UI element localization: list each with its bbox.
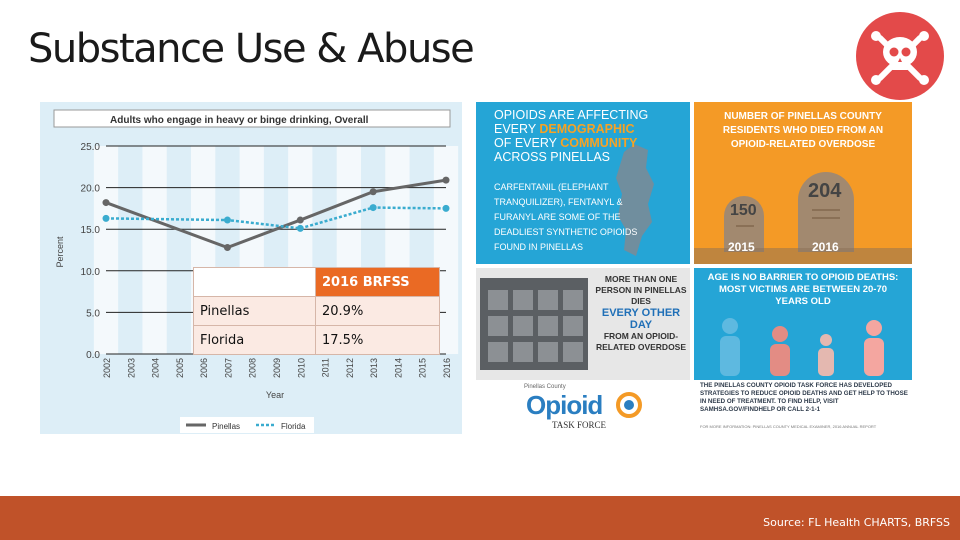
source-bar: Source: FL Health CHARTS, BRFSS <box>0 496 960 540</box>
y-tick-label: 25.0 <box>81 142 101 153</box>
skull-crossbones-icon <box>856 12 944 100</box>
x-tick-label: 2002 <box>102 358 112 378</box>
synthetic-opioids-text: CARFENTANIL (ELEPHANT TRANQUILIZER), FEN… <box>494 182 638 252</box>
calendar-cell <box>488 316 508 336</box>
source-citation: Source: FL Health CHARTS, BRFSS <box>763 516 950 529</box>
demographic-headline: OPIOIDS ARE AFFECTING EVERY DEMOGRAPHIC … <box>494 108 684 164</box>
x-tick-label: 2013 <box>369 358 379 378</box>
deaths-2015-value: 150 <box>730 202 757 219</box>
every-other-day-highlight: EVERY OTHER DAY <box>601 307 681 331</box>
every-other-day-line-1: MORE THAN ONE PERSON IN PINELLAS DIES <box>595 274 687 306</box>
x-tick-label: 2009 <box>272 358 282 378</box>
data-point-florida <box>369 204 377 212</box>
task-force-label: TASK FORCE <box>552 420 607 430</box>
calendar-cell <box>513 290 533 310</box>
calendar-cell <box>538 316 558 336</box>
data-point-florida <box>442 204 450 212</box>
table-row: Pinellas 20.9% <box>193 296 440 326</box>
task-force-footer: Pinellas County Opioid TASK FORCE THE PI… <box>476 382 912 434</box>
headline-line-3: OF EVERY COMMUNITY <box>494 136 638 150</box>
grid-band <box>142 146 167 354</box>
series-line-florida <box>105 206 447 230</box>
age-headline: AGE IS NO BARRIER TO OPIOID DEATHS: MOST… <box>707 272 899 307</box>
brfss-region: Florida <box>193 325 316 355</box>
data-point-pinellas <box>223 244 231 252</box>
calendar-cell <box>513 342 533 362</box>
every-other-day-line-2: FROM AN OPIOID-RELATED OVERDOSE <box>595 331 687 352</box>
calendar-cell <box>488 342 508 362</box>
legend-florida-label: Florida <box>281 422 306 431</box>
x-tick-label: 2005 <box>175 358 185 378</box>
x-tick-label: 2015 <box>418 358 428 378</box>
data-point-florida <box>102 214 110 222</box>
data-point-pinellas <box>369 188 377 196</box>
brfss-table-header: 2016 BRFSS <box>193 267 440 297</box>
calendar-cell <box>563 290 583 310</box>
headline-line-2: EVERY DEMOGRAPHIC <box>494 122 635 136</box>
calendar-icon <box>480 278 588 370</box>
legend-pinellas-label: Pinellas <box>212 422 240 431</box>
every-other-day-text: MORE THAN ONE PERSON IN PINELLAS DIES EV… <box>592 274 690 353</box>
table-row: Florida 17.5% <box>193 325 440 355</box>
x-axis-label: Year <box>266 390 284 400</box>
task-force-text: THE PINELLAS COUNTY OPIOID TASK FORCE HA… <box>700 382 908 413</box>
x-tick-label: 2008 <box>248 358 258 378</box>
y-tick-label: 10.0 <box>81 267 101 278</box>
x-tick-label: 2012 <box>345 358 355 378</box>
data-point-pinellas <box>442 176 450 184</box>
calendar-cell <box>513 316 533 336</box>
opioid-logo-word: Opioid <box>526 390 603 420</box>
y-tick-label: 0.0 <box>86 350 100 361</box>
chart-title-box <box>53 109 451 128</box>
demographic-tile: OPIOIDS ARE AFFECTING EVERY DEMOGRAPHIC … <box>476 102 690 264</box>
y-axis-label: Percent <box>55 236 65 268</box>
x-tick-label: 2004 <box>151 358 161 378</box>
y-tick-label: 5.0 <box>86 308 100 319</box>
data-point-florida <box>223 216 231 224</box>
y-tick-label: 15.0 <box>81 225 101 236</box>
brfss-value: 20.9% <box>315 296 440 326</box>
calendar-cell <box>538 342 558 362</box>
brfss-region: Pinellas <box>193 296 316 326</box>
headline-line-1: OPIOIDS ARE AFFECTING <box>494 108 649 122</box>
task-force-fine-print: FOR MORE INFORMATION: PINELLAS COUNTY ME… <box>700 424 877 429</box>
x-tick-label: 2007 <box>223 358 233 378</box>
county-label: Pinellas County <box>524 384 566 390</box>
every-other-day-tile: MORE THAN ONE PERSON IN PINELLAS DIES EV… <box>476 268 690 380</box>
age-tile: AGE IS NO BARRIER TO OPIOID DEATHS: MOST… <box>694 268 912 380</box>
legend-box <box>180 417 314 433</box>
x-tick-label: 2010 <box>296 358 306 378</box>
headline-line-4: ACROSS PINELLAS <box>494 150 611 164</box>
x-tick-label: 2006 <box>199 358 209 378</box>
pinellas-map-icon <box>616 144 654 256</box>
chart-title: Adults who engage in heavy or binge drin… <box>110 115 369 126</box>
tombstones-icon <box>694 172 912 264</box>
opioid-logo-icon <box>616 392 642 418</box>
x-tick-label: 2014 <box>393 358 403 378</box>
year-2016-label: 2016 <box>812 240 839 254</box>
brfss-header-year: 2016 BRFSS <box>315 267 440 297</box>
y-tick-label: 20.0 <box>81 184 101 195</box>
data-point-pinellas <box>296 216 304 224</box>
calendar-cell <box>538 290 558 310</box>
x-tick-label: 2016 <box>442 358 452 378</box>
data-point-pinellas <box>102 199 110 207</box>
x-tick-label: 2003 <box>126 358 136 378</box>
people-figures-icon <box>720 318 884 376</box>
brfss-table: 2016 BRFSS Pinellas 20.9% Florida 17.5% <box>193 267 440 355</box>
opioid-infographic: OPIOIDS ARE AFFECTING EVERY DEMOGRAPHIC … <box>476 102 912 434</box>
grid-band <box>93 146 119 354</box>
calendar-cell <box>488 290 508 310</box>
calendar-cell <box>563 342 583 362</box>
slide-title: Substance Use & Abuse <box>28 26 475 72</box>
x-tick-label: 2011 <box>321 358 331 377</box>
overdose-count-headline: NUMBER OF PINELLAS COUNTY RESIDENTS WHO … <box>722 111 884 150</box>
brfss-header-blank <box>193 267 316 297</box>
data-point-florida <box>296 224 304 232</box>
year-2015-label: 2015 <box>728 240 755 254</box>
deaths-2016-value: 204 <box>808 180 842 202</box>
calendar-cell <box>563 316 583 336</box>
overdose-count-tile: NUMBER OF PINELLAS COUNTY RESIDENTS WHO … <box>694 102 912 264</box>
brfss-value: 17.5% <box>315 325 440 355</box>
